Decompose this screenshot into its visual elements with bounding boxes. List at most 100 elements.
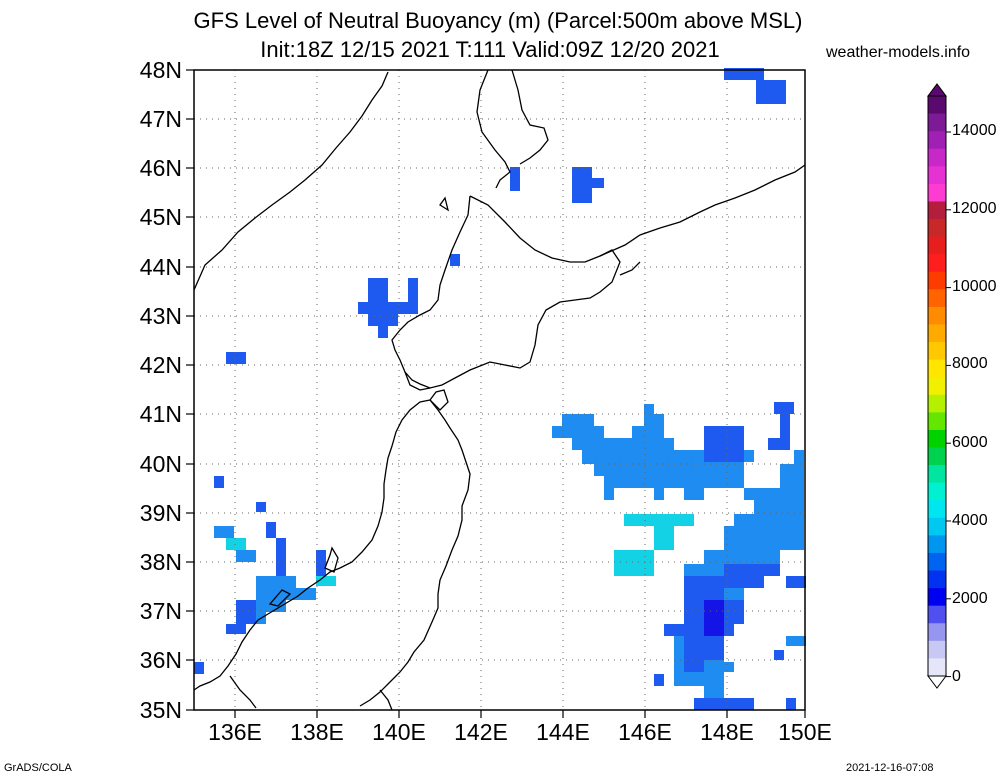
- lnb-cell: [786, 698, 796, 710]
- lon-label: 138E: [290, 719, 344, 745]
- lnb-fill-layer: [194, 68, 806, 710]
- lnb-cell: [226, 352, 246, 364]
- colorbar-swatch: [928, 219, 946, 238]
- colorbar-swatch: [928, 429, 946, 449]
- colorbar-label: 4000: [952, 512, 988, 529]
- lon-label: 148E: [700, 719, 754, 745]
- lnb-cell: [572, 167, 592, 203]
- lat-label: 40N: [139, 451, 182, 477]
- lnb-cell: [774, 650, 784, 660]
- colorbar-swatch: [928, 113, 946, 132]
- lon-label: 140E: [372, 719, 426, 745]
- colorbar-label: 6000: [952, 434, 988, 451]
- lat-label: 37N: [139, 598, 182, 624]
- lnb-cell: [226, 624, 246, 634]
- lnb-cell: [316, 550, 326, 576]
- lnb-cell: [774, 402, 794, 414]
- lnb-cell: [236, 600, 256, 624]
- lnb-cell: [780, 414, 790, 438]
- lnb-cell: [694, 698, 754, 710]
- lat-label: 38N: [139, 549, 182, 575]
- colorbar-swatch: [928, 166, 946, 185]
- lnb-cell: [450, 254, 460, 266]
- lnb-cell: [408, 278, 418, 302]
- colorbar-swatch: [928, 465, 946, 484]
- colorbar-swatch: [928, 623, 946, 642]
- colorbar-max-arrow: [927, 83, 947, 97]
- lnb-cell: [724, 564, 780, 588]
- colorbar-label: 14000: [952, 122, 997, 139]
- colorbar-swatch: [928, 588, 946, 607]
- lnb-cell: [756, 80, 786, 104]
- lnb-cell: [664, 624, 674, 636]
- lat-label: 42N: [139, 352, 182, 378]
- colorbar-frame: [927, 95, 947, 677]
- lnb-cell: [552, 404, 804, 710]
- lnb-cell: [266, 522, 276, 538]
- lon-label: 146E: [618, 719, 672, 745]
- lnb-cell: [786, 636, 806, 646]
- lnb-cell: [236, 550, 256, 562]
- colorbar-swatch: [928, 552, 946, 572]
- map-subtitle: Init:18Z 12/15 2021 T:111 Valid:09Z 12/2…: [260, 37, 720, 62]
- colorbar-swatch: [928, 500, 946, 519]
- lnb-cell: [214, 476, 224, 488]
- colorbar-swatch: [928, 359, 946, 378]
- colorbar-min-arrow: [927, 675, 947, 689]
- lnb-cell: [704, 600, 724, 636]
- colorbar-swatch: [928, 324, 946, 343]
- coastlines: [193, 69, 806, 711]
- colorbar-swatch: [928, 447, 946, 466]
- colorbar-swatch: [928, 658, 946, 677]
- site-credit: weather-models.info: [826, 44, 971, 61]
- colorbar-label: 0: [952, 668, 961, 685]
- lnb-cell: [786, 576, 806, 588]
- lat-label: 41N: [139, 401, 182, 427]
- lat-label: 44N: [139, 254, 182, 280]
- footer-timestamp: 2021-12-16-07:08: [846, 762, 934, 774]
- lat-label: 48N: [139, 57, 182, 83]
- lon-label: 136E: [208, 719, 262, 745]
- lat-label: 46N: [139, 155, 182, 181]
- colorbar-swatch: [928, 271, 946, 290]
- colorbar-swatch: [928, 517, 946, 536]
- colorbar-swatch: [928, 342, 946, 361]
- colorbar-swatch: [928, 148, 946, 167]
- lat-label: 43N: [139, 303, 182, 329]
- lnb-cell: [614, 550, 654, 576]
- colorbar-label: 10000: [952, 278, 997, 295]
- lnb-cell: [654, 674, 664, 686]
- lnb-cell: [654, 526, 674, 550]
- lnb-cell: [276, 538, 286, 576]
- colorbar-swatch: [928, 377, 946, 396]
- colorbar-label: 8000: [952, 355, 988, 372]
- colorbar-swatch: [928, 482, 946, 501]
- colorbar-swatch: [928, 640, 946, 659]
- colorbar-label: 12000: [952, 200, 997, 217]
- colorbar-swatch: [928, 605, 946, 624]
- axis-ticks: [186, 69, 806, 718]
- lnb-cell: [510, 167, 520, 191]
- colorbar-swatch: [928, 96, 946, 115]
- colorbar: [927, 83, 951, 689]
- lnb-cell: [704, 426, 744, 462]
- colorbar-swatch: [928, 289, 946, 308]
- lnb-cell: [316, 576, 336, 586]
- lon-label: 142E: [454, 719, 508, 745]
- colorbar-swatch: [928, 394, 946, 413]
- colorbar-swatch: [928, 306, 946, 325]
- colorbar-swatch: [928, 131, 946, 150]
- colorbar-swatch: [928, 535, 946, 554]
- lat-label: 45N: [139, 204, 182, 230]
- lat-label: 47N: [139, 106, 182, 132]
- footer-credit: GrADS/COLA: [4, 762, 72, 774]
- lon-label: 150E: [778, 719, 832, 745]
- lnb-cell: [358, 278, 418, 338]
- colorbar-swatch: [928, 412, 946, 431]
- lat-label: 39N: [139, 500, 182, 526]
- lnb-cell: [194, 662, 204, 674]
- colorbar-swatch: [928, 254, 946, 273]
- lat-label: 35N: [139, 697, 182, 723]
- colorbar-swatch: [928, 236, 946, 255]
